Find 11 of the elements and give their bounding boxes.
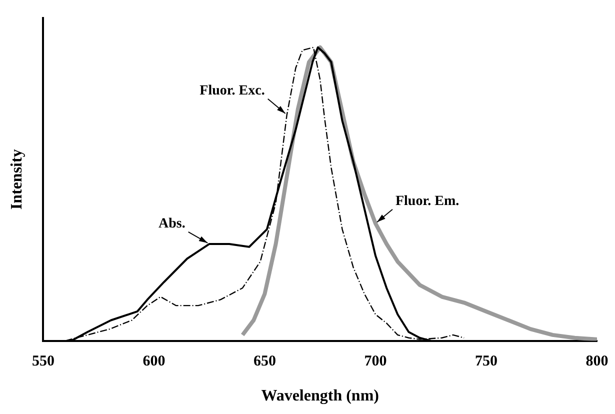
y-axis-title: Intensity (8, 149, 26, 210)
x-tick-label: 800 (586, 354, 608, 370)
x-tick-label: 550 (32, 354, 54, 370)
series-label: Fluor. Exc. (200, 83, 265, 98)
x-tick-label: 650 (253, 354, 276, 370)
x-axis-title: Wavelength (nm) (261, 388, 379, 405)
series-label: Abs. (158, 216, 186, 232)
x-tick-label: 750 (474, 354, 498, 370)
series-label: Fluor. Em. (395, 194, 460, 210)
x-tick-label: 700 (364, 354, 387, 370)
x-tick-label: 600 (142, 354, 166, 370)
